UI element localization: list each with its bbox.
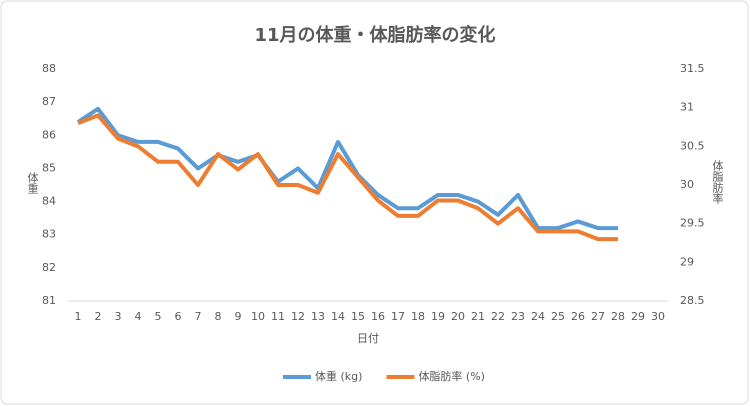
y2-tick-label: 29.5 <box>680 217 705 230</box>
y2-tick-label: 30 <box>680 178 694 191</box>
x-axis-label: 日付 <box>357 332 379 345</box>
x-tick-label: 22 <box>491 310 505 323</box>
x-tick-label: 3 <box>115 310 122 323</box>
x-tick-label: 29 <box>631 310 645 323</box>
x-tick-label: 2 <box>95 310 102 323</box>
chart-title: 11月の体重・体脂肪率の変化 <box>254 24 495 46</box>
y-tick-label: 87 <box>42 95 56 108</box>
legend-label: 体重 (kg) <box>315 369 362 383</box>
x-tick-label: 21 <box>471 310 485 323</box>
x-tick-label: 28 <box>611 310 625 323</box>
x-tick-label: 27 <box>591 310 605 323</box>
y-tick-label: 85 <box>42 161 56 174</box>
y-axis-label: 体重 <box>26 171 39 194</box>
x-tick-label: 19 <box>431 310 445 323</box>
y-tick-label: 84 <box>42 195 56 208</box>
x-tick-label: 18 <box>411 310 425 323</box>
legend-label: 体脂肪率 (%) <box>418 369 485 383</box>
x-tick-label: 4 <box>135 310 142 323</box>
x-tick-label: 30 <box>651 310 665 323</box>
y2-tick-label: 30.5 <box>680 139 705 152</box>
x-tick-label: 5 <box>155 310 162 323</box>
y-tick-label: 86 <box>42 128 56 141</box>
y2-tick-label: 31 <box>680 101 694 114</box>
series-line <box>77 113 618 242</box>
y-tick-label: 82 <box>42 261 56 274</box>
x-tick-label: 17 <box>391 310 405 323</box>
x-tick-label: 9 <box>235 310 242 323</box>
y-tick-label: 83 <box>42 228 56 241</box>
series-line <box>76 106 618 231</box>
x-tick-label: 23 <box>511 310 525 323</box>
x-tick-label: 12 <box>291 310 305 323</box>
x-tick-label: 11 <box>271 310 285 323</box>
y2-tick-label: 29 <box>680 255 694 268</box>
y-tick-label: 88 <box>42 62 56 75</box>
x-tick-label: 14 <box>331 310 345 323</box>
x-tick-label: 20 <box>451 310 465 323</box>
x-tick-label: 25 <box>551 310 565 323</box>
x-tick-label: 6 <box>175 310 182 323</box>
y-tick-label: 81 <box>42 294 56 307</box>
x-tick-label: 7 <box>195 310 202 323</box>
x-tick-label: 8 <box>215 310 222 323</box>
y2-tick-label: 31.5 <box>680 62 705 75</box>
x-tick-label: 1 <box>75 310 82 323</box>
x-tick-label: 24 <box>531 310 545 323</box>
y2-tick-label: 28.5 <box>680 294 705 307</box>
x-tick-label: 13 <box>311 310 325 323</box>
x-tick-label: 15 <box>351 310 365 323</box>
x-tick-label: 10 <box>251 310 265 323</box>
x-tick-label: 16 <box>371 310 385 323</box>
y2-axis-label: 体脂肪率 <box>711 159 724 205</box>
x-tick-label: 26 <box>571 310 585 323</box>
